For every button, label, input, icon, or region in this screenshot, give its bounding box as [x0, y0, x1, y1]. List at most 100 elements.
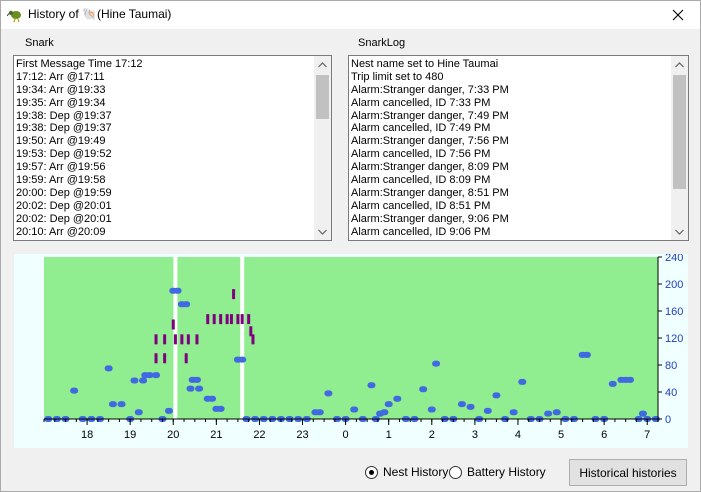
snark-line[interactable]: 17:12: Arr @17:11 [16, 70, 105, 83]
alarm-mark [249, 326, 253, 337]
data-point [216, 405, 225, 412]
scroll-down-arrow[interactable] [671, 223, 688, 240]
snark-line[interactable]: 19:53: Dep @19:52 [16, 148, 112, 161]
data-point [625, 376, 634, 383]
data-point [509, 409, 518, 416]
data-point [315, 409, 324, 416]
data-point [432, 360, 441, 367]
alarm-mark [219, 314, 223, 325]
x-tick-label: 1 [386, 429, 392, 441]
snark-line[interactable]: 20:10: Arr @20:09 [16, 225, 106, 238]
data-point [324, 390, 333, 397]
x-tick-label: 19 [124, 429, 136, 441]
snarklog-line[interactable]: Alarm cancelled, ID 7:49 PM [351, 122, 491, 135]
snark-line[interactable]: 19:57: Arr @19:56 [16, 161, 106, 174]
snarklog-line[interactable]: Alarm:Stranger danger, 8:51 PM [351, 186, 509, 199]
scroll-up-arrow[interactable] [314, 56, 331, 73]
alarm-mark [240, 314, 244, 325]
data-point [70, 387, 79, 394]
alarm-mark [206, 314, 210, 325]
data-point [182, 301, 191, 308]
y-tick-label: 120 [665, 333, 683, 345]
snarklog-line[interactable]: Alarm:Stranger danger, 7:49 PM [351, 109, 509, 122]
data-point [384, 401, 393, 408]
data-point [186, 385, 195, 392]
data-point [117, 401, 126, 408]
data-point [544, 410, 553, 417]
chevron-down-icon [675, 229, 684, 235]
data-point [130, 377, 139, 384]
snarklog-line[interactable]: Nest name set to Hine Taumai [351, 58, 499, 70]
snarklog-line[interactable]: Alarm:Stranger danger, 7:56 PM [351, 135, 509, 148]
data-point [195, 385, 204, 392]
data-point [238, 356, 247, 363]
snarklog-line[interactable]: Alarm cancelled, ID 8:51 PM [351, 199, 491, 212]
snarklog-line[interactable]: Alarm cancelled, ID 7:56 PM [351, 148, 491, 161]
snarklog-line[interactable]: Alarm:Stranger danger, 7:33 PM [351, 83, 509, 96]
snark-line[interactable]: 19:34: Arr @19:33 [16, 83, 106, 96]
alarm-mark [154, 334, 158, 345]
y-tick-label: 40 [665, 387, 677, 399]
battery-history-radio[interactable]: Battery History [449, 465, 546, 479]
snarklog-line[interactable]: Alarm cancelled, ID 8:09 PM [351, 174, 491, 187]
data-point [380, 409, 389, 416]
scroll-down-arrow[interactable] [314, 223, 331, 240]
y-tick-label: 240 [665, 254, 683, 264]
snarklog-label: SnarkLog [358, 37, 406, 49]
chevron-up-icon [318, 61, 327, 67]
historical-histories-button[interactable]: Historical histories [569, 459, 687, 486]
x-tick-label: 21 [210, 429, 222, 441]
x-tick-label: 4 [515, 429, 521, 441]
alarm-mark [186, 334, 190, 345]
snark-lines: First Message Time 17:12 17:12: Arr @17:1… [16, 58, 313, 238]
snarklog-line[interactable]: Alarm cancelled, ID 7:33 PM [351, 96, 491, 109]
time-marker [240, 257, 245, 419]
snarklog-scrollbar[interactable] [671, 56, 688, 240]
snark-line[interactable]: 19:35: Arr @19:34 [16, 96, 106, 109]
snark-line[interactable]: 20:02: Dep @20:01 [16, 199, 112, 212]
history-chart: 18 19 20 21 22 23 0 1 2 3 4 5 6 7 0 40 80 120 160 200 240 [14, 254, 688, 448]
data-point [173, 287, 182, 294]
alarm-mark [173, 334, 177, 345]
snark-line[interactable]: 20:02: Dep @20:01 [16, 212, 112, 225]
snark-line[interactable]: 19:59: Arr @19:58 [16, 174, 106, 187]
snarklog-lines: Nest name set to Hine Taumai Trip limit s… [351, 58, 670, 238]
alarm-mark [184, 353, 188, 364]
data-point [145, 372, 154, 379]
nest-history-radio[interactable]: Nest History [365, 465, 448, 479]
x-tick-label: 2 [429, 429, 435, 441]
scroll-thumb[interactable] [316, 75, 329, 119]
kiwi-bird-icon [7, 10, 21, 23]
snarklog-listbox[interactable]: Nest name set to Hine Taumai Trip limit s… [348, 55, 689, 241]
snark-line[interactable]: 19:38: Dep @19:37 [16, 122, 112, 135]
snarklog-line[interactable]: Alarm:Stranger danger, 8:09 PM [351, 161, 509, 174]
snark-line[interactable]: 19:38: Dep @19:37 [16, 109, 112, 122]
snark-line[interactable]: 19:50: Arr @19:49 [16, 135, 106, 148]
snark-line[interactable]: 20:00: Dep @19:59 [16, 186, 112, 199]
data-point [367, 382, 376, 389]
chevron-up-icon [675, 61, 684, 67]
snarklog-line[interactable]: Trip limit set to 480 [351, 70, 444, 83]
snark-listbox[interactable]: First Message Time 17:12 17:12: Arr @17:1… [13, 55, 332, 241]
data-point [350, 406, 359, 413]
window-title: History of 🐚(Hine Taumai) [28, 7, 172, 21]
snark-scrollbar[interactable] [314, 56, 331, 240]
radio-selected-icon [365, 465, 378, 479]
scroll-thumb[interactable] [673, 75, 686, 189]
y-tick-label: 200 [665, 279, 683, 291]
data-point [139, 377, 148, 384]
snarklog-line[interactable]: Alarm cancelled, ID 9:06 PM [351, 225, 491, 238]
scroll-up-arrow[interactable] [671, 56, 688, 73]
x-tick-label: 5 [558, 429, 564, 441]
close-button[interactable] [656, 1, 700, 29]
snark-line[interactable]: First Message Time 17:12 [16, 58, 143, 70]
snarklog-line[interactable]: Alarm:Stranger danger, 9:06 PM [351, 212, 509, 225]
radio-unselected-icon [449, 465, 462, 479]
chevron-down-icon [318, 229, 327, 235]
data-point [518, 378, 527, 385]
x-tick-label: 23 [296, 429, 308, 441]
x-tick-label: 7 [644, 429, 650, 441]
data-point [164, 407, 173, 414]
